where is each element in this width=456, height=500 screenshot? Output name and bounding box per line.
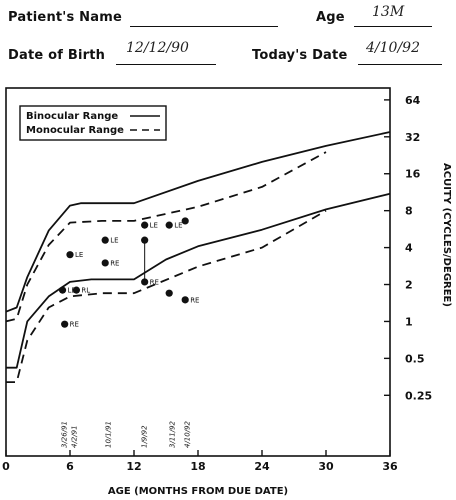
y-tick-label: 4 — [405, 242, 413, 255]
date-annotation: 3/11/92 — [168, 420, 176, 448]
data-point — [181, 296, 189, 304]
date-annotations-layer: 3/26/91 4/2/91 10/1/91 1/9/92 3/11/92 4/10/92 — [61, 420, 192, 448]
patient-name-field[interactable] — [130, 8, 278, 27]
date-annotation: 3/26/91 — [61, 421, 69, 448]
data-point-label: LE — [150, 222, 158, 230]
y-tick-label: 0.25 — [405, 389, 432, 402]
data-point-label: RE — [190, 296, 199, 304]
x-tick-label: 6 — [66, 460, 74, 473]
date-annotation: 10/1/91 — [104, 421, 112, 448]
date-annotation: 1/9/92 — [141, 425, 149, 448]
dob-field[interactable] — [116, 46, 216, 65]
data-point-label: LE — [174, 222, 182, 230]
age-label: Age — [316, 10, 345, 25]
x-tick-label: 24 — [254, 460, 270, 473]
data-point-label: LE — [110, 237, 118, 245]
x-tick-label: 12 — [126, 460, 141, 473]
data-point-label: RE — [70, 321, 79, 329]
data-point — [141, 236, 149, 244]
data-point — [61, 320, 69, 328]
today-value: 4/10/92 — [366, 40, 420, 56]
data-point-label: LE — [75, 251, 83, 259]
today-field[interactable] — [358, 46, 442, 65]
data-point — [101, 259, 109, 267]
data-point — [141, 278, 149, 286]
data-point — [72, 286, 80, 294]
patient-name-row: Patient's Name Age 13M — [0, 4, 456, 34]
y-tick-label: 8 — [405, 205, 413, 218]
y-tick-label: 2 — [405, 279, 413, 292]
series-line-monocular-2 — [5, 151, 327, 323]
series-layer — [5, 131, 391, 383]
today-label: Today's Date — [252, 48, 348, 63]
y-axis-ticks: 64 32 16 8 4 2 1 0.5 0.25 — [384, 94, 432, 402]
y-tick-label: 16 — [405, 168, 421, 181]
x-tick-label: 18 — [190, 460, 205, 473]
plot-frame — [5, 87, 391, 457]
dob-label: Date of Birth — [8, 48, 106, 63]
data-point — [165, 289, 173, 297]
series-line-binocular-1 — [6, 192, 391, 369]
legend: Binocular Range Monocular Range — [19, 105, 167, 141]
date-annotation: 4/10/92 — [183, 420, 191, 448]
x-tick-label: 0 — [2, 460, 10, 473]
x-axis-title: AGE (MONTHS FROM DUE DATE) — [108, 486, 288, 497]
data-point — [58, 286, 67, 294]
data-point — [165, 221, 173, 229]
points-layer: LE LE RE LE RL RE LE RE LE RE — [58, 217, 199, 329]
age-field[interactable] — [354, 8, 432, 27]
data-point — [181, 217, 189, 225]
data-point-label: RE — [110, 259, 119, 267]
y-tick-label: 0.5 — [405, 352, 425, 365]
data-point — [66, 251, 74, 259]
data-point-label: RE — [150, 278, 159, 286]
y-axis-title: ACUITY (CYCLES/DEGREE) — [441, 163, 452, 307]
date-annotation: 4/2/91 — [70, 425, 78, 448]
series-line-binocular-0 — [5, 131, 391, 313]
data-point-label: LE — [68, 287, 76, 295]
age-value: 13M — [372, 4, 405, 20]
x-axis-ticks: 0 6 12 18 24 30 36 — [2, 450, 398, 473]
y-tick-label: 1 — [405, 315, 413, 328]
data-point — [101, 236, 109, 244]
dob-value: 12/12/90 — [126, 40, 189, 56]
patient-name-label: Patient's Name — [8, 10, 122, 25]
y-tick-label: 64 — [405, 94, 421, 107]
legend-label-monocular: Monocular Range — [26, 125, 124, 136]
data-point — [141, 221, 149, 229]
legend-box — [19, 105, 167, 141]
series-line-monocular-3 — [6, 209, 327, 383]
dates-row: Date of Birth 12/12/90 Today's Date 4/10… — [0, 40, 456, 72]
legend-label-binocular: Binocular Range — [26, 111, 118, 122]
x-tick-label: 36 — [382, 460, 398, 473]
data-point-label: RL — [81, 287, 90, 295]
x-tick-label: 30 — [318, 460, 334, 473]
y-tick-label: 32 — [405, 131, 420, 144]
